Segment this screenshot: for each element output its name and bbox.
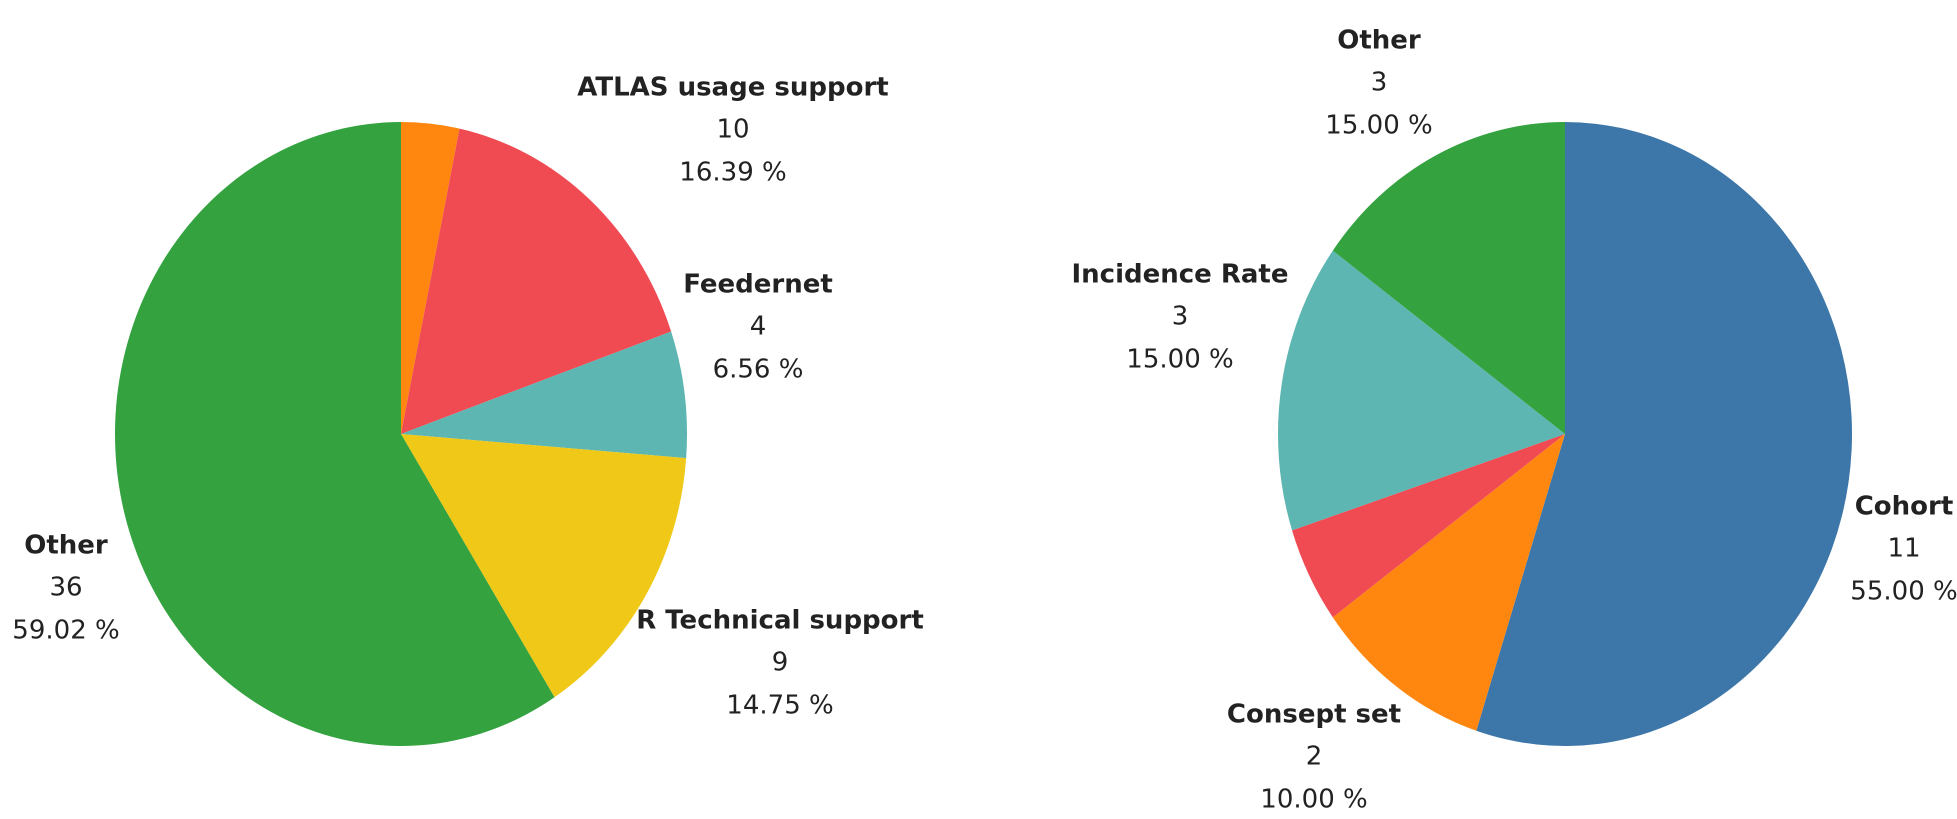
slice-label: Other <box>1337 26 1421 56</box>
slice-percent: 59.02 % <box>12 616 119 646</box>
slice-value: 2 <box>1306 742 1323 772</box>
slice-percent: 15.00 % <box>1126 345 1233 375</box>
slice-value: 36 <box>49 573 82 603</box>
pie-slice <box>115 122 555 746</box>
slice-value: 3 <box>1371 68 1388 98</box>
slice-percent: 6.56 % <box>713 355 804 385</box>
pie-slice <box>1332 434 1565 731</box>
slice-percent: 16.39 % <box>679 158 786 188</box>
slice-percent: 14.75 % <box>726 691 833 721</box>
slice-label: Feedernet <box>683 270 833 300</box>
pie-slice <box>401 122 460 434</box>
slice-label: Cohort <box>1855 492 1954 522</box>
slice-label: ATLAS usage support <box>577 73 888 103</box>
slice-percent: 55.00 % <box>1850 577 1957 607</box>
pie-slice <box>1332 122 1565 434</box>
slice-label: Other <box>24 531 108 561</box>
slice-label: Consept set <box>1227 700 1401 730</box>
slice-value: 9 <box>772 648 789 678</box>
slice-value: 10 <box>716 115 749 145</box>
slice-value: 4 <box>750 312 767 342</box>
pie-slice <box>401 128 672 434</box>
pie-slice <box>401 434 687 698</box>
slice-label: Incidence Rate <box>1072 260 1289 290</box>
slice-label: R Technical support <box>636 606 924 636</box>
pie-slice <box>1476 122 1853 747</box>
pie-slice <box>1292 434 1565 618</box>
pie-slice <box>1277 250 1565 531</box>
slice-percent: 15.00 % <box>1325 111 1432 141</box>
slice-percent: 10.00 % <box>1260 785 1367 815</box>
slice-value: 3 <box>1172 302 1189 332</box>
pie-slice <box>401 331 688 459</box>
slice-value: 11 <box>1887 534 1920 564</box>
